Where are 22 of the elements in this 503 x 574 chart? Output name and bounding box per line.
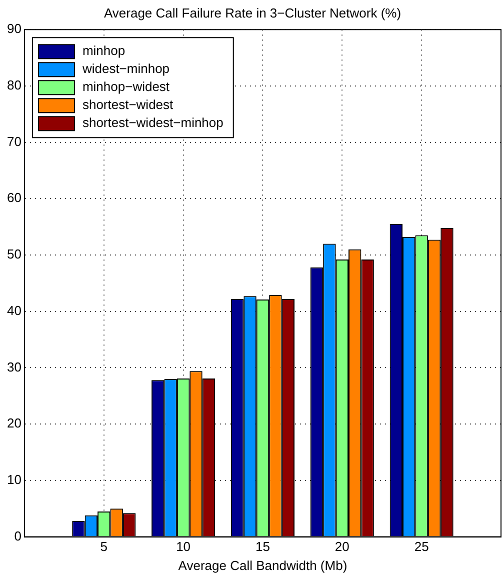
y-tick-label: 20 — [6, 416, 22, 431]
x-tick-label: 25 — [414, 539, 429, 554]
y-tick-label: 60 — [6, 190, 22, 206]
y-tick-label: 90 — [6, 21, 22, 36]
chart-title: Average Call Failure Rate in 3−Cluster Network (%) — [104, 5, 402, 20]
y-tick-label: 70 — [6, 134, 22, 149]
legend-label: shortest−widest−minhop — [82, 115, 224, 130]
legend-label: shortest−widest — [82, 97, 174, 112]
x-axis-title: Average Call Bandwidth (Mb) — [178, 558, 348, 573]
y-tick-label: 80 — [6, 78, 22, 93]
x-tick-label: 15 — [255, 539, 270, 554]
y-tick-label: 10 — [6, 472, 22, 488]
legend-label: minhop — [82, 43, 126, 58]
y-tick-label: 0 — [14, 528, 22, 544]
x-tick-label: 20 — [334, 539, 350, 554]
y-tick-label: 40 — [6, 302, 22, 318]
legend-label: widest−minhop — [81, 61, 170, 76]
x-tick-label: 5 — [100, 539, 108, 554]
y-tick-label: 50 — [6, 246, 22, 262]
legend-label: minhop−widest — [82, 79, 170, 94]
x-tick-label: 10 — [176, 539, 191, 554]
y-tick-label: 30 — [6, 359, 22, 374]
